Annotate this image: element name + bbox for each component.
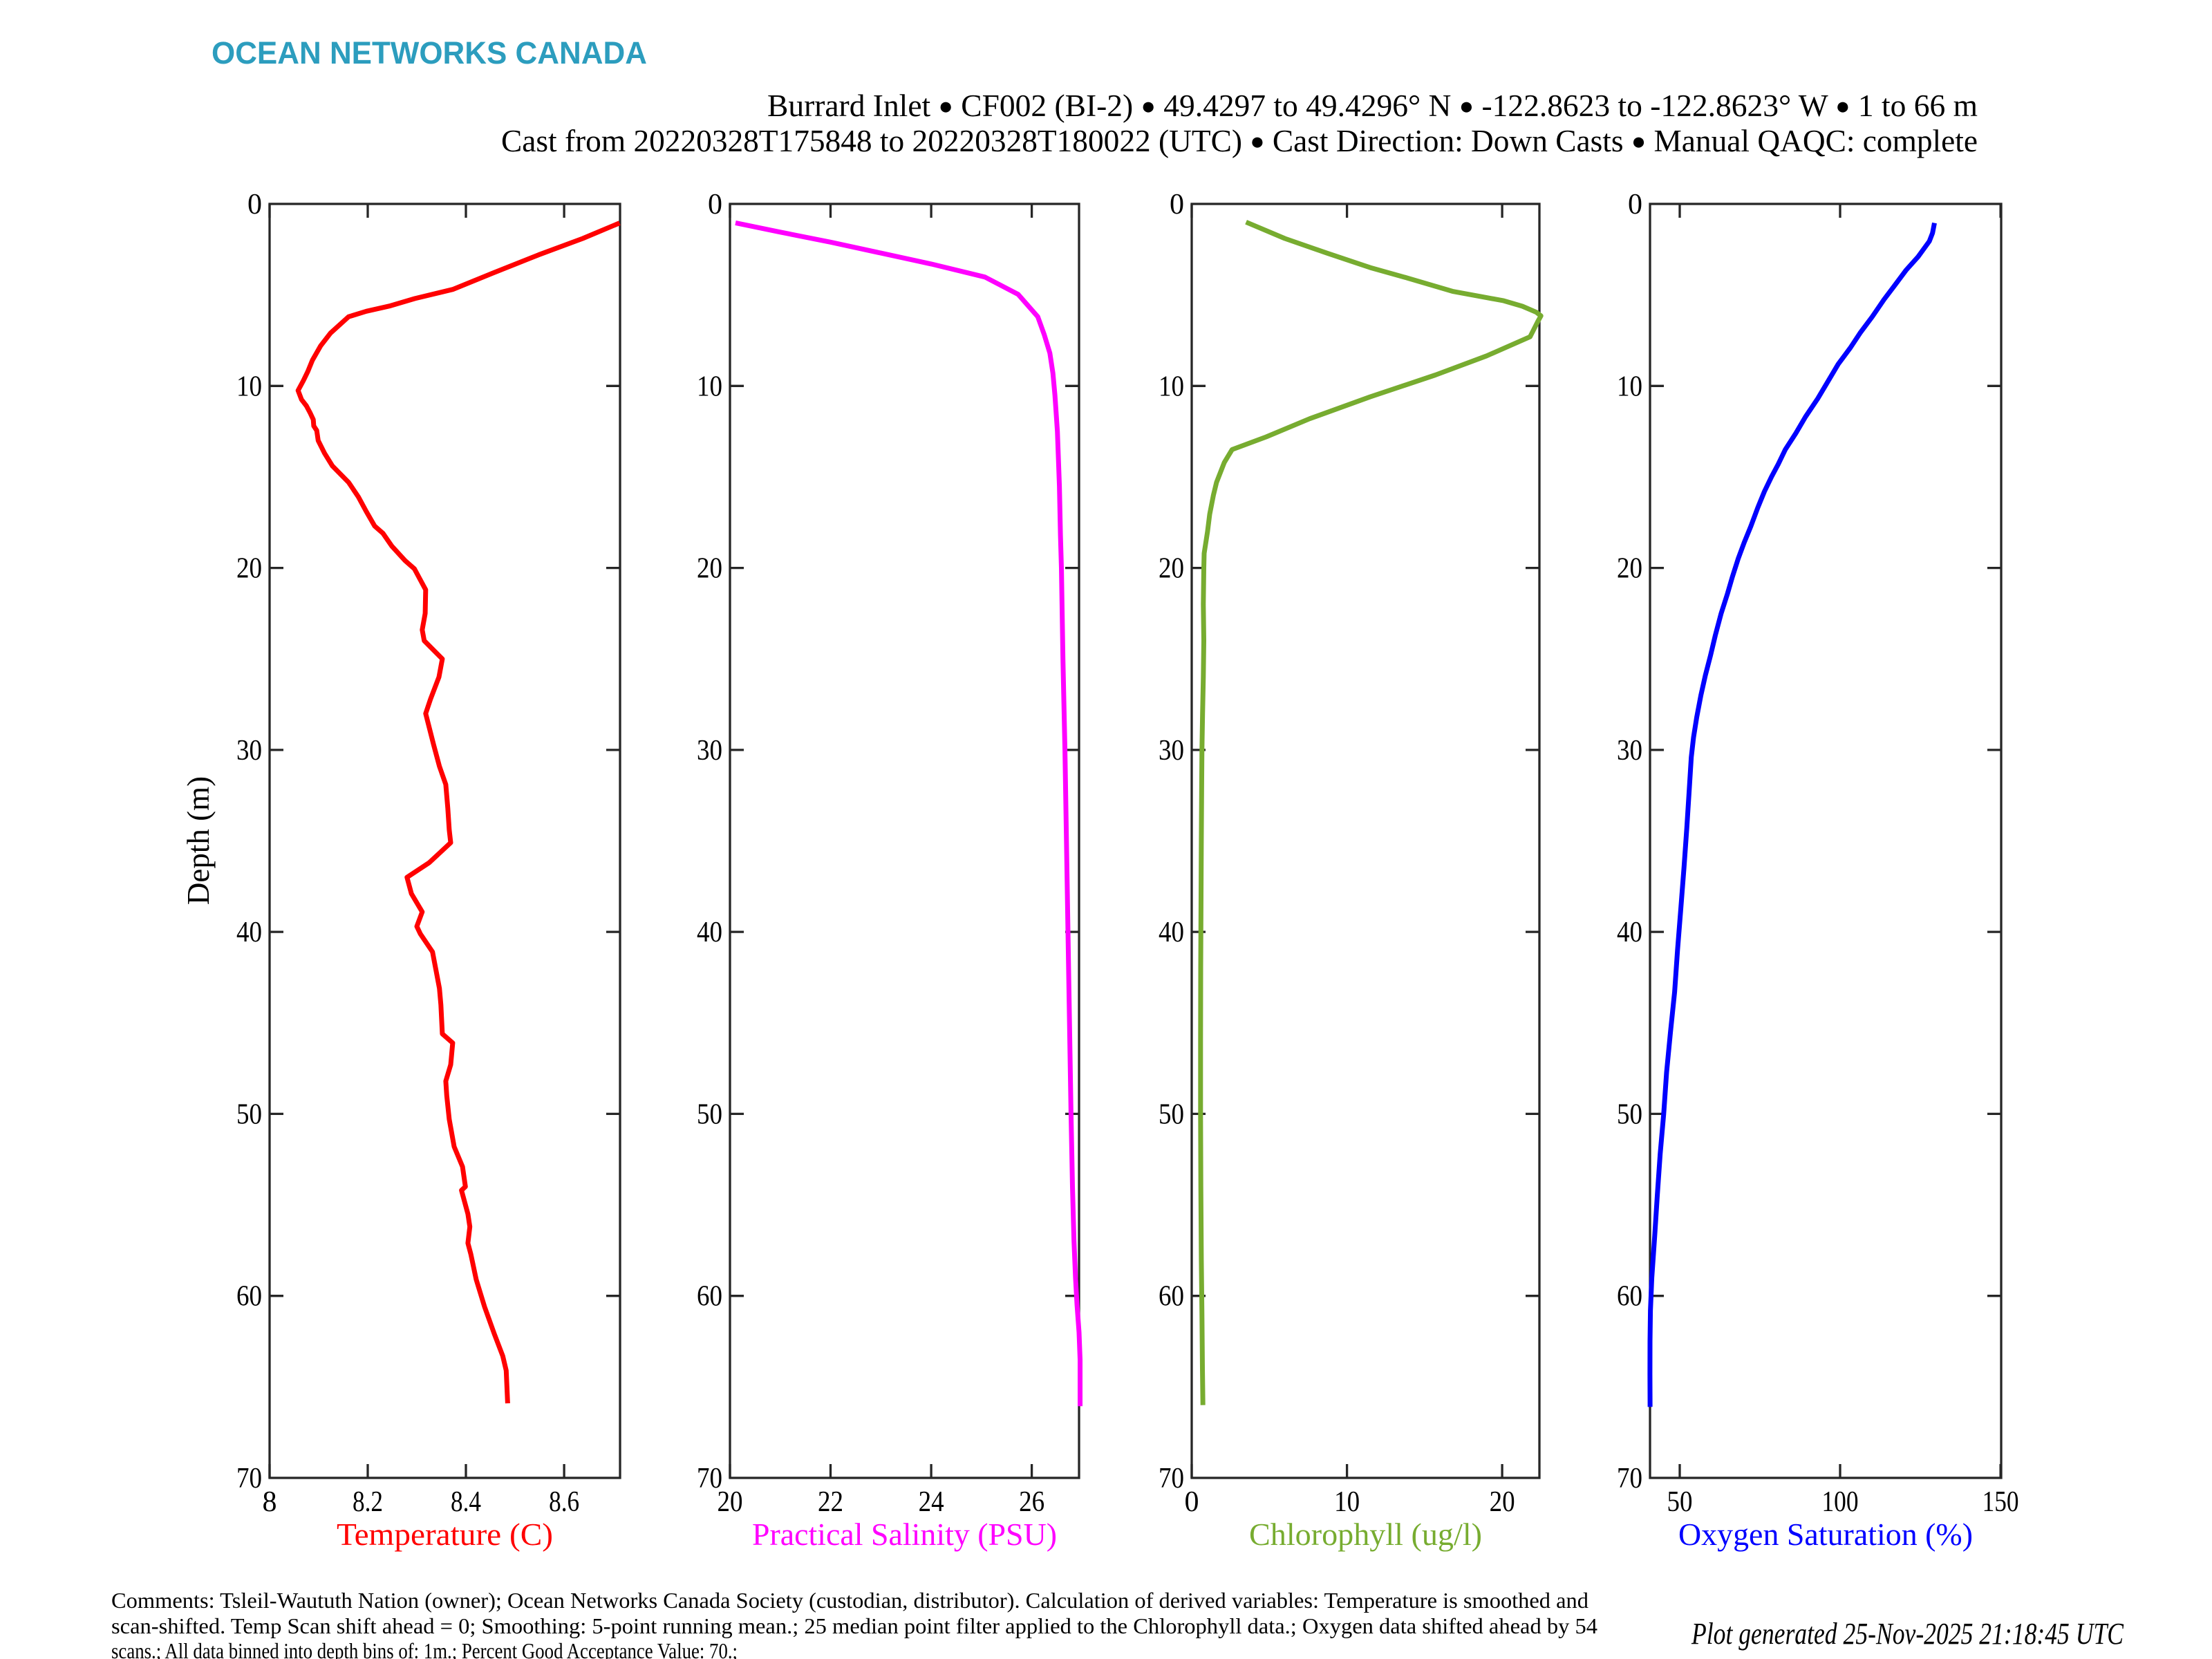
svg-text:60: 60 bbox=[236, 1281, 262, 1313]
svg-text:20: 20 bbox=[1159, 553, 1184, 585]
svg-text:40: 40 bbox=[697, 917, 722, 948]
svg-text:24: 24 bbox=[919, 1486, 944, 1518]
svg-text:26: 26 bbox=[1019, 1486, 1044, 1518]
svg-text:40: 40 bbox=[236, 917, 262, 948]
svg-text:50: 50 bbox=[236, 1098, 262, 1130]
svg-text:40: 40 bbox=[1617, 917, 1642, 948]
svg-text:scan-shifted. Temp Scan shift: scan-shifted. Temp Scan shift ahead = 0;… bbox=[111, 1614, 1597, 1638]
svg-text:OCEAN NETWORKS CANADA: OCEAN NETWORKS CANADA bbox=[212, 35, 647, 71]
svg-text:60: 60 bbox=[1617, 1281, 1642, 1313]
svg-text:20: 20 bbox=[697, 553, 722, 585]
svg-text:30: 30 bbox=[236, 735, 262, 767]
svg-text:Cast from 20220328T175848 to 2: Cast from 20220328T175848 to 20220328T18… bbox=[501, 124, 1978, 158]
svg-text:10: 10 bbox=[697, 371, 722, 402]
svg-text:0: 0 bbox=[1170, 189, 1184, 221]
svg-text:70: 70 bbox=[1159, 1463, 1184, 1494]
svg-text:30: 30 bbox=[1617, 735, 1642, 767]
svg-text:Chlorophyll (ug/l): Chlorophyll (ug/l) bbox=[1249, 1517, 1482, 1552]
svg-text:20: 20 bbox=[1490, 1486, 1515, 1518]
svg-text:40: 40 bbox=[1159, 917, 1184, 948]
svg-text:60: 60 bbox=[697, 1281, 722, 1313]
svg-text:20: 20 bbox=[718, 1486, 743, 1518]
svg-text:Temperature (C): Temperature (C) bbox=[337, 1517, 553, 1552]
svg-text:50: 50 bbox=[1159, 1098, 1184, 1130]
svg-text:70: 70 bbox=[697, 1463, 722, 1494]
svg-text:50: 50 bbox=[697, 1098, 722, 1130]
svg-text:50: 50 bbox=[1667, 1486, 1693, 1518]
svg-text:0: 0 bbox=[708, 189, 722, 221]
svg-text:150: 150 bbox=[1983, 1486, 2019, 1518]
svg-text:60: 60 bbox=[1159, 1281, 1184, 1313]
svg-text:22: 22 bbox=[818, 1486, 843, 1518]
svg-text:Plot generated 25-Nov-2025 21:: Plot generated 25-Nov-2025 21:18:45 UTC bbox=[1691, 1617, 2124, 1651]
svg-text:20: 20 bbox=[236, 553, 262, 585]
svg-text:50: 50 bbox=[1617, 1098, 1642, 1130]
svg-text:10: 10 bbox=[236, 371, 262, 402]
svg-text:0: 0 bbox=[1185, 1486, 1199, 1518]
svg-text:30: 30 bbox=[697, 735, 722, 767]
svg-text:10: 10 bbox=[1334, 1486, 1360, 1518]
svg-text:20: 20 bbox=[1617, 553, 1642, 585]
svg-text:scans.; All data binned into d: scans.; All data binned into depth bins … bbox=[111, 1639, 738, 1659]
svg-text:Depth (m): Depth (m) bbox=[181, 776, 216, 905]
svg-text:8: 8 bbox=[263, 1486, 277, 1518]
svg-text:100: 100 bbox=[1822, 1486, 1859, 1518]
svg-text:70: 70 bbox=[236, 1463, 262, 1494]
svg-text:Burrard Inlet ●​ CF002 (BI-2): Burrard Inlet ●​ CF002 (BI-2) ●​ 49.4297… bbox=[767, 88, 1978, 123]
svg-text:0: 0 bbox=[1628, 189, 1642, 221]
svg-text:Oxygen Saturation (%): Oxygen Saturation (%) bbox=[1678, 1517, 1973, 1552]
svg-text:30: 30 bbox=[1159, 735, 1184, 767]
svg-text:8.6: 8.6 bbox=[549, 1486, 579, 1518]
svg-text:10: 10 bbox=[1617, 371, 1642, 402]
svg-text:8.2: 8.2 bbox=[353, 1486, 383, 1518]
svg-text:Practical Salinity (PSU): Practical Salinity (PSU) bbox=[752, 1517, 1057, 1552]
svg-text:Comments: Tsleil-Waututh Natio: Comments: Tsleil-Waututh Nation (owner);… bbox=[111, 1588, 1588, 1613]
svg-text:10: 10 bbox=[1159, 371, 1184, 402]
svg-text:70: 70 bbox=[1617, 1463, 1642, 1494]
svg-text:8.4: 8.4 bbox=[451, 1486, 481, 1518]
svg-text:0: 0 bbox=[247, 189, 262, 221]
